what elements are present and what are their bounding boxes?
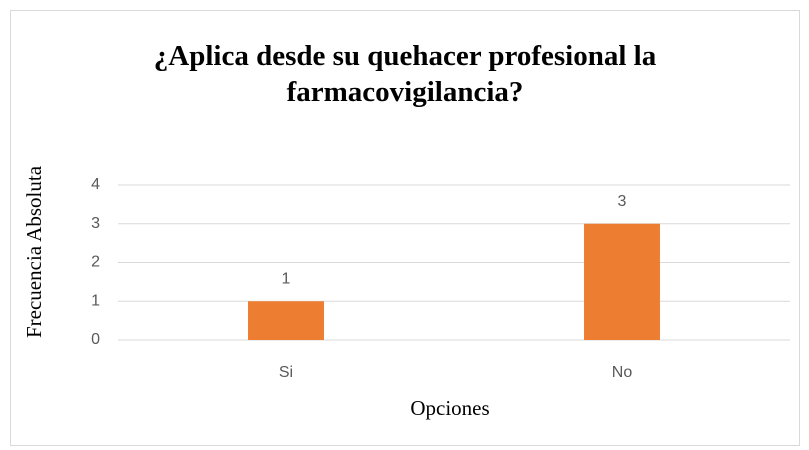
data-label: 3 [618, 193, 627, 210]
bar [584, 223, 660, 340]
y-tick-label: 3 [91, 215, 100, 232]
x-axis-label: Opciones [410, 396, 489, 420]
y-tick-label: 0 [91, 331, 100, 348]
y-tick-label: 1 [91, 292, 100, 309]
x-tick-label: No [612, 364, 633, 381]
y-tick-label: 2 [91, 254, 100, 271]
data-label: 1 [282, 270, 291, 287]
x-tick-label: Si [279, 364, 293, 381]
bar [248, 301, 324, 340]
chart-title: ¿Aplica desde su quehacer profesional la… [153, 40, 657, 108]
chart-border [10, 10, 800, 446]
y-tick-label: 4 [91, 176, 100, 193]
y-axis-label: Frecuencia Absoluta [22, 165, 46, 338]
